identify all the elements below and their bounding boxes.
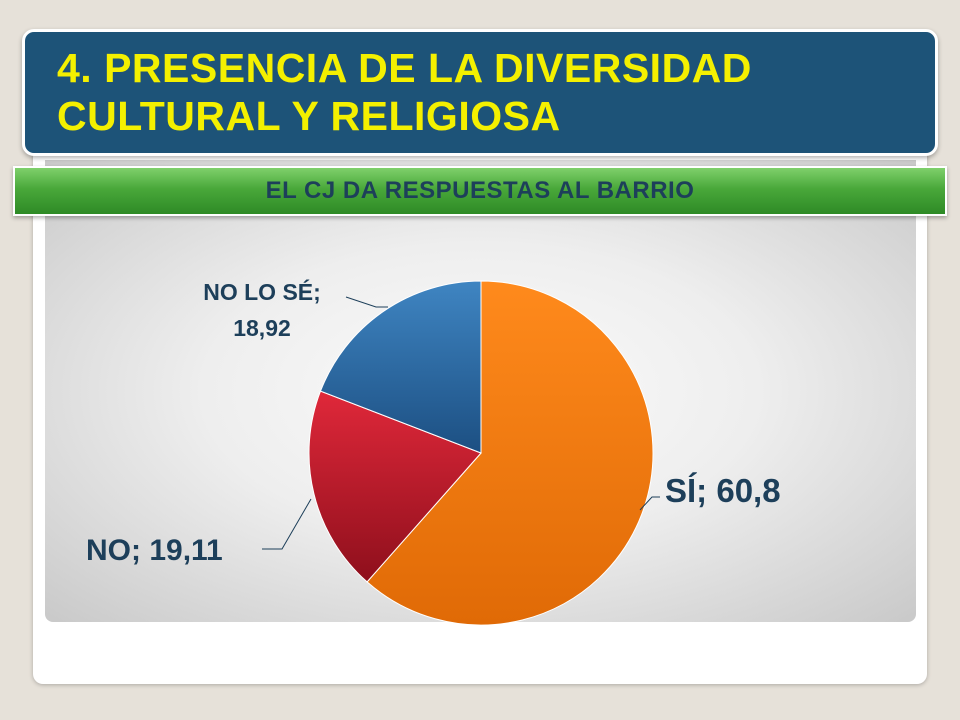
leader-line-no: [262, 498, 312, 550]
data-label-si: SÍ; 60,8: [665, 472, 781, 509]
data-label-no-lo-se-line1: NO LO SÉ;: [203, 278, 321, 305]
leader-line-si: [639, 496, 660, 511]
leader-line-no-lo-se: [345, 296, 388, 308]
pie-slice-no-lo-se: [319, 280, 482, 454]
data-label-no: NO; 19,11: [86, 534, 223, 567]
pie-slice-no: [308, 390, 482, 583]
title-bar: 4. PRESENCIA DE LA DIVERSIDAD CULTURAL Y…: [22, 29, 938, 156]
subtitle-ribbon: EL CJ DA RESPUESTAS AL BARRIO: [13, 166, 947, 216]
leader-lines: [262, 296, 660, 550]
pie-slices: [308, 280, 654, 626]
slide-title: 4. PRESENCIA DE LA DIVERSIDAD CULTURAL Y…: [57, 45, 752, 139]
data-label-no-lo-se-line2: 18,92: [233, 315, 291, 341]
pie-slice-si: [366, 280, 654, 626]
chart-subtitle: EL CJ DA RESPUESTAS AL BARRIO: [265, 177, 695, 204]
